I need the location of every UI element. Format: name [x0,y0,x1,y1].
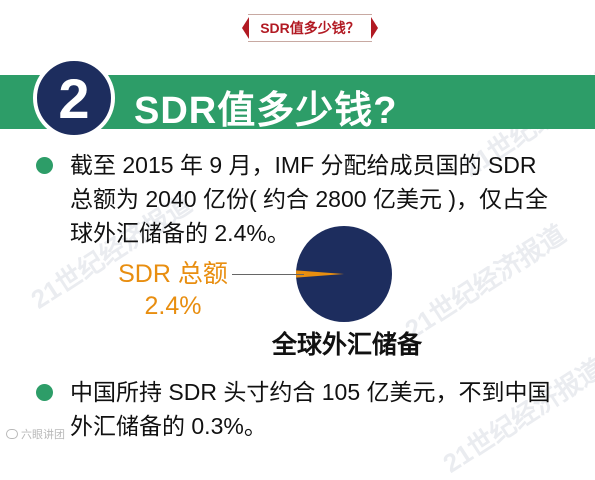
sdr-slice-label: SDR 总额 2.4% [113,258,233,322]
paragraph-line: 总额为 2040 亿份( 约合 2800 亿美元 )，仅占全 [70,186,548,212]
top-title-text: SDR值多少钱？ [248,14,372,42]
pie-slice-sdr [296,270,344,278]
paragraph-sdr-total: 截至 2015 年 9 月，IMF 分配给成员国的 SDR 总额为 2040 亿… [70,148,548,250]
sdr-label-value: 2.4% [144,292,202,320]
top-title: SDR值多少钱？ [242,14,378,42]
bullet-icon [36,157,53,174]
sdr-label-name: SDR 总额 [118,260,228,288]
bullet-icon [36,384,53,401]
pie-chart [296,226,392,322]
paragraph-line: 截至 2015 年 9 月，IMF 分配给成员国的 SDR [70,152,537,178]
paragraph-line: 球外汇储备的 2.4%。 [70,220,290,246]
arrow-left-icon [242,17,249,39]
section-title: SDR值多少钱? [134,90,398,132]
paragraph-line: 外汇储备的 0.3%。 [70,413,267,439]
pie-caption: 全球外汇储备 [272,331,423,359]
sdr-pointer-line [232,274,304,275]
footer-logo-text: 六眼讲团 [21,429,65,441]
paragraph-china-sdr: 中国所持 SDR 头寸约合 105 亿美元，不到中国 外汇储备的 0.3%。 [70,375,551,443]
chat-bubble-icon [6,429,18,439]
section-number-badge: 2 [33,57,115,139]
paragraph-line: 中国所持 SDR 头寸约合 105 亿美元，不到中国 [70,379,551,405]
arrow-right-icon [371,17,378,39]
footer-logo: 六眼讲团 [6,426,65,442]
